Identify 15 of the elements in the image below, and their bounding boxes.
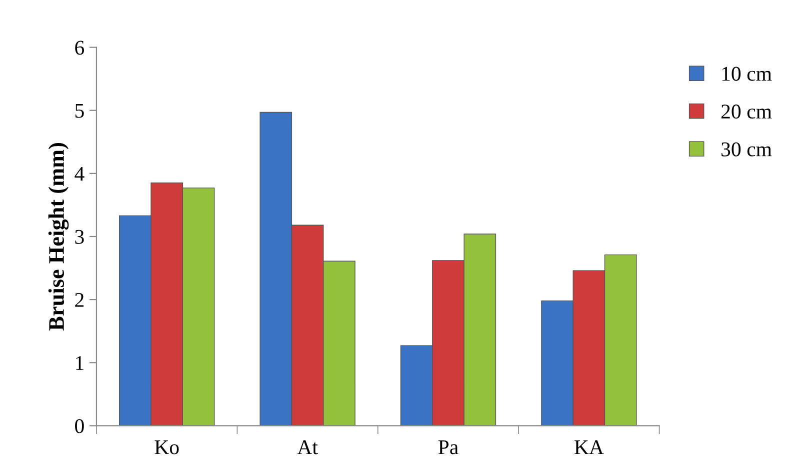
y-tick-label: 2: [75, 293, 84, 307]
x-tick-label: KA: [574, 440, 604, 454]
legend-label: 30 cm: [722, 142, 772, 156]
legend-label: 10 cm: [722, 66, 772, 81]
x-tick-label: At: [297, 440, 318, 454]
y-tick-label: 0: [75, 419, 84, 434]
y-tick-label: 6: [75, 40, 84, 55]
y-tick-label: 5: [75, 104, 84, 118]
legend-label: 20 cm: [721, 104, 772, 119]
y-tick-label: 4: [74, 166, 84, 181]
x-tick-label: Pa: [438, 440, 458, 454]
y-tick-label: 1: [76, 356, 84, 370]
x-tick-label: Ko: [154, 440, 179, 454]
y-axis-title: Bruise Height (mm): [48, 143, 69, 331]
y-tick-label: 3: [75, 230, 84, 244]
